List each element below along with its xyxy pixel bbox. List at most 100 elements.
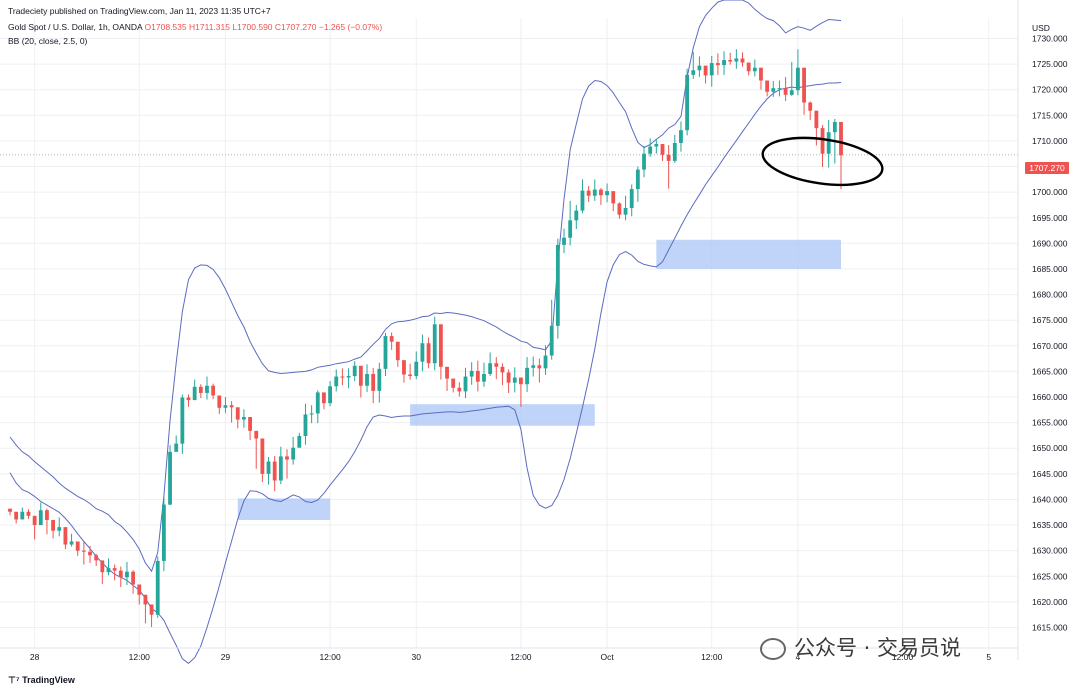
candle xyxy=(297,432,302,448)
candle xyxy=(340,368,345,386)
candle-body xyxy=(118,570,123,578)
candle xyxy=(463,367,468,399)
candle xyxy=(605,183,609,203)
candle xyxy=(408,363,413,380)
candle xyxy=(808,101,813,120)
indicator-legend[interactable]: BB (20, close, 2.5, 0) xyxy=(8,36,88,46)
candle xyxy=(752,59,757,77)
candle-body xyxy=(783,88,788,95)
candle-body xyxy=(81,550,86,552)
candle xyxy=(562,228,566,254)
candle xyxy=(248,417,252,441)
candle-body xyxy=(482,373,486,382)
candle xyxy=(63,527,68,550)
candle xyxy=(149,604,154,627)
watermark-text: 公众号 · 交易员说 xyxy=(794,636,962,660)
candle xyxy=(260,438,265,483)
candle xyxy=(777,80,782,97)
y-tick-label: 1615.000 xyxy=(1032,623,1068,633)
candle-body xyxy=(432,324,437,364)
candle-body xyxy=(629,189,634,209)
candle xyxy=(826,119,831,168)
candle xyxy=(272,455,277,492)
candle-body xyxy=(223,405,228,408)
ohlc-high: H1711.315 xyxy=(189,22,230,32)
candle xyxy=(106,558,111,576)
candle-body xyxy=(88,551,92,556)
candle-body xyxy=(488,363,493,374)
candle xyxy=(617,202,622,219)
candle-body xyxy=(285,456,289,460)
candle-body xyxy=(543,355,548,369)
candle-body xyxy=(131,571,136,585)
candle-body xyxy=(291,447,296,460)
candle xyxy=(500,363,505,386)
candle xyxy=(506,369,511,393)
candle xyxy=(143,594,148,624)
candle xyxy=(451,378,456,393)
candle-body xyxy=(106,568,111,573)
candle xyxy=(51,519,55,539)
candlesticks xyxy=(8,49,843,627)
symbol-legend: Gold Spot / U.S. Dollar, 1h, OANDA O1708… xyxy=(8,22,382,32)
candle-body xyxy=(605,191,609,196)
candle-body xyxy=(242,417,246,420)
candle-body xyxy=(703,65,708,76)
y-tick-label: 1720.000 xyxy=(1032,85,1068,95)
candle-body xyxy=(469,370,474,377)
support-zone xyxy=(656,239,841,269)
candle-body xyxy=(765,80,770,92)
candle-body xyxy=(57,527,62,531)
candle-body xyxy=(408,374,413,377)
candle-body xyxy=(26,511,31,516)
candle xyxy=(118,566,123,588)
support-zone xyxy=(237,498,331,520)
support-zones xyxy=(237,239,841,520)
candle-body xyxy=(525,367,529,385)
candle-body xyxy=(383,336,388,369)
x-tick-label: 5 xyxy=(986,652,991,662)
candle xyxy=(254,430,259,469)
candle xyxy=(635,166,640,202)
candle xyxy=(180,394,185,454)
candle xyxy=(592,179,597,201)
candle xyxy=(703,65,708,84)
candle-body xyxy=(229,405,234,408)
candle xyxy=(783,76,788,101)
candle xyxy=(303,403,308,445)
x-tick-label: 12:00 xyxy=(510,652,532,662)
candle-body xyxy=(278,456,283,481)
candle xyxy=(488,352,493,377)
candle xyxy=(395,341,400,367)
tradingview-logo[interactable]: ⊤⁷ TradingView xyxy=(8,675,75,686)
tv-logo-icon: ⊤⁷ xyxy=(8,675,23,685)
candle-body xyxy=(420,343,425,362)
candle xyxy=(426,337,431,369)
candle-body xyxy=(112,568,117,571)
candle-body xyxy=(635,169,640,190)
bb-upper-band xyxy=(9,0,842,573)
x-tick-label: 28 xyxy=(30,652,40,662)
candle xyxy=(315,390,320,424)
candle-body xyxy=(205,385,209,393)
candle-body xyxy=(771,88,776,92)
candle-body xyxy=(746,62,751,72)
candle xyxy=(328,381,332,407)
candle-body xyxy=(217,395,222,408)
candle-body xyxy=(445,366,449,379)
candle xyxy=(402,360,406,383)
candle-body xyxy=(697,65,702,71)
candle-body xyxy=(691,70,696,75)
x-tick-label: 4 xyxy=(796,652,801,662)
candle-body xyxy=(328,386,332,404)
y-tick-label: 1730.000 xyxy=(1032,33,1068,43)
candle-body xyxy=(814,110,819,129)
y-tick-label: 1710.000 xyxy=(1032,136,1068,146)
y-tick-label: 1700.000 xyxy=(1032,187,1068,197)
candle xyxy=(217,395,222,414)
candle xyxy=(365,364,369,392)
candle xyxy=(642,146,646,178)
candle xyxy=(475,360,480,392)
candle xyxy=(20,507,25,520)
